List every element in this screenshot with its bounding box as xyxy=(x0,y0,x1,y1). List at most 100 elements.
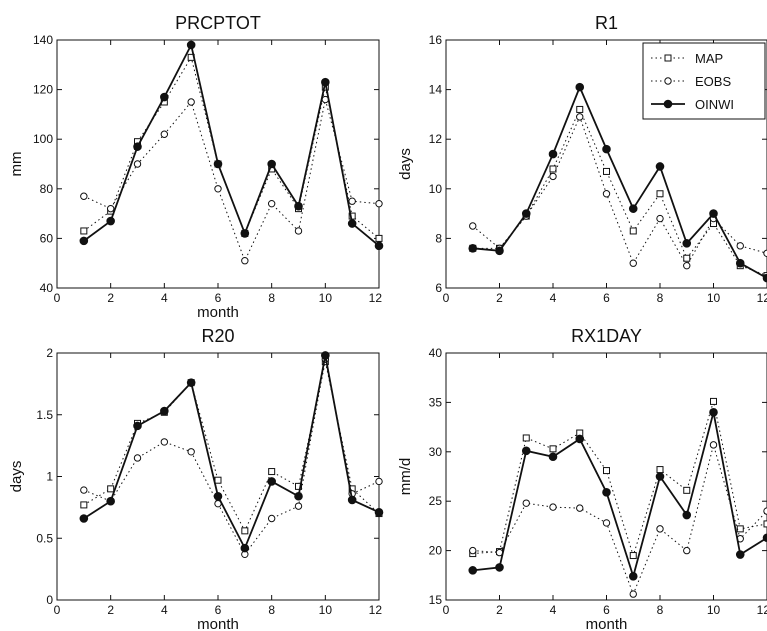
x-axis-label: month xyxy=(586,616,628,631)
data-point-oinwi xyxy=(213,491,223,501)
data-point-map xyxy=(629,227,637,235)
x-tick-label: 0 xyxy=(443,291,450,305)
y-tick-label: 40 xyxy=(429,346,443,360)
data-point-eobs xyxy=(348,197,356,205)
series-line-eobs xyxy=(83,99,380,263)
data-point-eobs xyxy=(602,519,611,527)
data-point-map xyxy=(107,485,115,493)
data-point-eobs xyxy=(375,477,383,486)
data-point-eobs xyxy=(709,441,718,449)
data-point-map xyxy=(656,466,664,474)
data-point-oinwi xyxy=(628,204,638,213)
series-line-map xyxy=(472,108,767,277)
legend: MAP EOBS OINWI xyxy=(642,42,766,120)
panel-2: 0 2 4 6 8 10 12 0 0.5 1 1.5 2 R20 month days xyxy=(8,326,384,631)
x-tick-label: 10 xyxy=(707,603,721,617)
chart-title: RX1DAY xyxy=(571,326,642,346)
data-point-oinwi xyxy=(762,273,767,283)
data-point-oinwi xyxy=(294,201,303,211)
series-line-map xyxy=(472,401,767,558)
x-tick-label: 6 xyxy=(603,291,610,305)
data-point-oinwi xyxy=(160,406,169,416)
y-tick-label: 30 xyxy=(429,445,443,459)
x-tick-label: 8 xyxy=(268,291,275,305)
data-point-eobs xyxy=(629,590,637,598)
x-tick-label: 12 xyxy=(757,291,767,305)
legend-marker-eobs xyxy=(664,77,672,85)
data-point-oinwi xyxy=(682,510,692,520)
data-point-eobs xyxy=(469,546,477,555)
y-tick-label: 60 xyxy=(40,231,54,245)
data-point-eobs xyxy=(736,242,744,250)
data-point-eobs xyxy=(629,259,637,267)
data-point-oinwi xyxy=(79,236,89,246)
data-point-eobs xyxy=(241,257,249,265)
x-tick-label: 10 xyxy=(319,291,333,305)
data-point-oinwi xyxy=(321,351,330,360)
y-tick-label: 0 xyxy=(46,593,53,607)
plot-frame xyxy=(56,352,380,601)
x-tick-label: 4 xyxy=(161,603,168,617)
plot-frame xyxy=(445,352,767,601)
data-point-map xyxy=(710,397,717,405)
y-tick-label: 100 xyxy=(33,132,53,146)
data-point-oinwi xyxy=(267,477,276,486)
x-tick-label: 2 xyxy=(496,603,503,617)
y-tick-label: 20 xyxy=(429,544,443,558)
y-tick-label: 14 xyxy=(429,83,443,97)
data-point-oinwi xyxy=(240,543,250,553)
data-point-eobs xyxy=(187,448,195,456)
x-tick-label: 6 xyxy=(215,291,222,305)
x-axis-label: month xyxy=(197,304,239,321)
x-tick-label: 12 xyxy=(369,291,383,305)
data-point-map xyxy=(241,527,249,535)
series-line-oinwi xyxy=(472,412,767,580)
data-point-oinwi xyxy=(213,159,223,169)
data-point-eobs xyxy=(549,172,557,181)
data-point-oinwi xyxy=(106,496,115,506)
data-point-oinwi xyxy=(374,508,384,517)
x-tick-label: 12 xyxy=(757,603,767,617)
data-point-oinwi xyxy=(186,378,196,387)
data-point-oinwi xyxy=(495,246,504,256)
data-point-eobs xyxy=(133,160,142,168)
data-point-eobs xyxy=(187,98,195,106)
data-point-eobs xyxy=(683,546,691,555)
data-point-oinwi xyxy=(133,142,142,151)
data-point-oinwi xyxy=(160,92,169,102)
series-line-eobs xyxy=(83,359,380,556)
x-tick-label: 0 xyxy=(443,603,450,617)
y-tick-label: 1 xyxy=(46,470,53,484)
x-tick-label: 4 xyxy=(550,291,557,305)
data-point-oinwi xyxy=(347,219,357,228)
data-point-map xyxy=(549,165,557,173)
data-point-oinwi xyxy=(133,421,142,431)
data-point-map xyxy=(629,552,637,560)
data-point-oinwi xyxy=(709,407,718,417)
data-point-oinwi xyxy=(468,566,478,575)
legend-marker-oinwi xyxy=(663,99,673,109)
x-tick-label: 6 xyxy=(603,603,610,617)
data-point-oinwi xyxy=(628,571,638,581)
series-line-eobs xyxy=(472,115,767,267)
y-tick-label: 80 xyxy=(40,182,54,196)
data-point-map xyxy=(763,520,767,528)
series-line-map xyxy=(83,56,380,239)
data-point-oinwi xyxy=(602,488,611,497)
x-tick-label: 2 xyxy=(107,603,114,617)
data-point-eobs xyxy=(294,227,303,235)
data-point-eobs xyxy=(602,190,611,198)
data-point-oinwi xyxy=(106,216,115,226)
y-tick-label: 16 xyxy=(429,33,443,47)
data-point-map xyxy=(656,190,664,198)
data-point-oinwi xyxy=(374,241,384,251)
x-tick-label: 4 xyxy=(550,603,557,617)
data-point-eobs xyxy=(214,185,222,193)
x-tick-label: 2 xyxy=(107,291,114,305)
data-point-oinwi xyxy=(655,472,665,481)
y-tick-label: 35 xyxy=(429,395,443,409)
data-point-oinwi xyxy=(682,239,692,248)
series-line-eobs xyxy=(472,442,767,596)
x-tick-label: 0 xyxy=(54,291,61,305)
